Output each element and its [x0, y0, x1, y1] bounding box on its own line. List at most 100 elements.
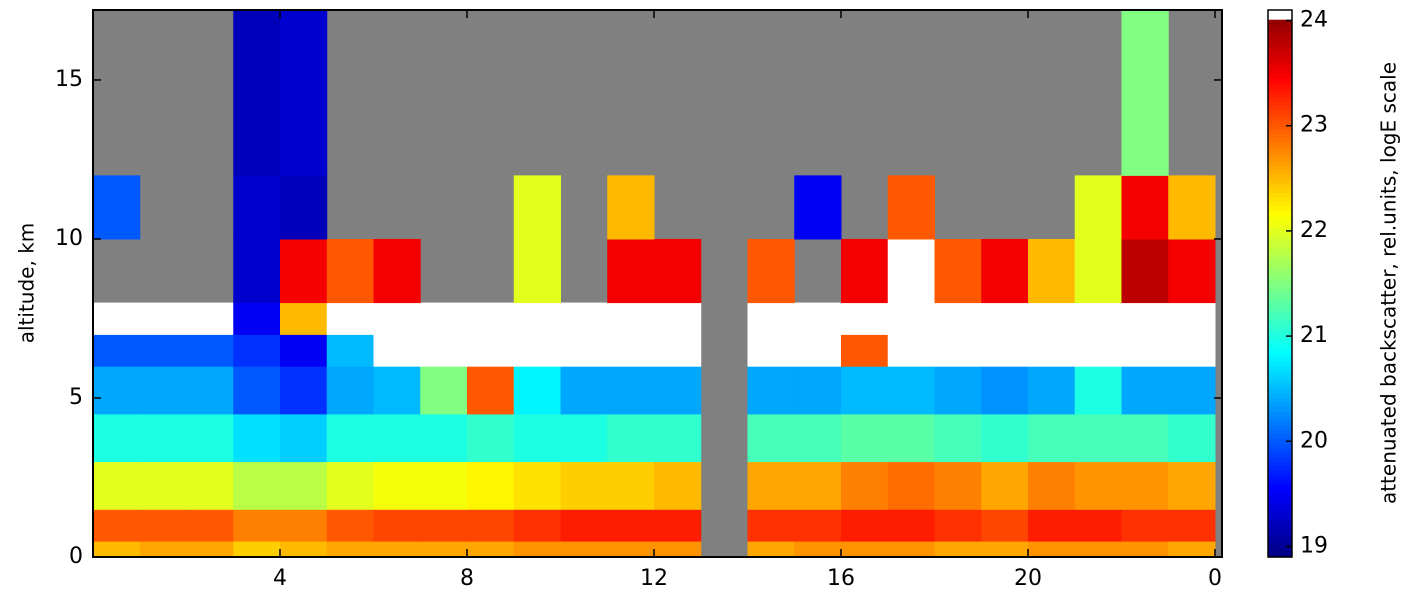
colorbar-segment [1268, 142, 1292, 148]
heat-cell [653, 238, 702, 304]
heat-cell [794, 509, 842, 542]
heat-cell [1027, 334, 1076, 367]
heat-cell [981, 413, 1029, 463]
colorbar-segment [1268, 10, 1292, 16]
colorbar-segment [1268, 278, 1292, 285]
heat-cell [233, 10, 281, 176]
heat-cell [1121, 302, 1169, 335]
heat-cell [139, 541, 187, 558]
colorbar-segment [1268, 342, 1292, 348]
colorbar-segment [1268, 552, 1292, 558]
colorbar-segment [1268, 96, 1292, 102]
heat-cell [279, 413, 328, 463]
colorbar-segment [1268, 288, 1292, 294]
heat-cell [747, 366, 795, 415]
heat-cell [1168, 366, 1216, 415]
heat-cell [466, 302, 515, 335]
heat-cell [934, 461, 982, 510]
heat-cell [466, 366, 515, 415]
heat-cell [420, 461, 468, 510]
heat-cell [93, 334, 141, 367]
heat-cell [93, 175, 141, 240]
heat-cell [420, 366, 468, 415]
colorbar-segment [1268, 192, 1292, 198]
heat-cell [794, 461, 842, 510]
heat-cell [1027, 366, 1076, 415]
heat-cell [466, 509, 515, 542]
colorbar-segment [1268, 479, 1292, 485]
colorbar-segment [1268, 46, 1292, 52]
colorbar-segment [1268, 306, 1292, 312]
colorbar-segment [1268, 315, 1292, 321]
colorbar-segment [1268, 32, 1292, 38]
heat-cell [747, 413, 795, 463]
colorbar-segment [1268, 297, 1292, 303]
colorbar-segment [1268, 206, 1292, 212]
colorbar-segment [1268, 41, 1292, 48]
colorbar-segment [1268, 329, 1292, 335]
colorbar-segment [1268, 534, 1292, 540]
heat-cell [794, 413, 842, 463]
colorbar-segment [1268, 164, 1292, 171]
colorbar-segment [1268, 502, 1292, 508]
heat-cell [653, 413, 702, 463]
colorbar-segment [1268, 411, 1292, 417]
heat-cell [840, 366, 889, 415]
heat-cell [887, 413, 935, 463]
colorbar-segment [1268, 233, 1292, 239]
y-axis-label: altitude, km [15, 223, 39, 344]
heat-cell [1027, 302, 1076, 335]
colorbar-segment [1268, 160, 1292, 166]
heat-cell [186, 541, 234, 558]
colorbar-segment [1268, 19, 1292, 25]
heat-cell [981, 238, 1029, 304]
heat-cell [233, 509, 281, 542]
heat-cell [934, 238, 982, 304]
colorbar-segment [1268, 406, 1292, 412]
heat-cell [1074, 175, 1122, 240]
heat-cell [513, 461, 561, 510]
colorbar-segment [1268, 525, 1292, 531]
heat-cell [186, 302, 234, 335]
heat-cell [1121, 541, 1169, 558]
heat-cell [887, 238, 935, 304]
colorbar-segment [1268, 283, 1292, 289]
colorbar-segment [1268, 452, 1292, 458]
y-tick-label: 15 [55, 67, 83, 92]
colorbar-segment [1268, 224, 1292, 230]
heat-cell [981, 334, 1029, 367]
colorbar-segment [1268, 543, 1292, 549]
colorbar-segment [1268, 310, 1292, 317]
colorbar-segment [1268, 256, 1292, 262]
heat-cell [653, 334, 702, 367]
heat-cell [1168, 334, 1216, 367]
colorbar-segment [1268, 461, 1292, 467]
heat-cell [233, 334, 281, 367]
colorbar-segment [1268, 92, 1292, 98]
colorbar-segment [1268, 443, 1292, 449]
heat-cell [607, 509, 655, 542]
heat-cell [794, 366, 842, 415]
x-tick-label: 20 [1014, 566, 1042, 591]
heat-cell [466, 541, 515, 558]
heat-cell [513, 366, 561, 415]
heat-cell [279, 334, 328, 367]
heat-cell [1074, 334, 1122, 367]
y-tick-label: 5 [69, 385, 83, 410]
colorbar-tick-label: 19 [1300, 533, 1328, 558]
heat-cell [1027, 461, 1076, 510]
heat-cell [93, 302, 141, 335]
colorbar-segment [1268, 183, 1292, 189]
heat-cell [560, 302, 608, 335]
heat-cell [233, 175, 281, 240]
colorbar-segment [1268, 388, 1292, 394]
heat-cell [840, 238, 889, 304]
heat-cell [279, 509, 328, 542]
heat-cell [279, 10, 328, 176]
colorbar-segment [1268, 338, 1292, 344]
colorbar-segment [1268, 73, 1292, 79]
heat-cell [513, 175, 561, 240]
heat-cell [233, 461, 281, 510]
heat-cell [1074, 461, 1122, 510]
heat-cell [887, 509, 935, 542]
